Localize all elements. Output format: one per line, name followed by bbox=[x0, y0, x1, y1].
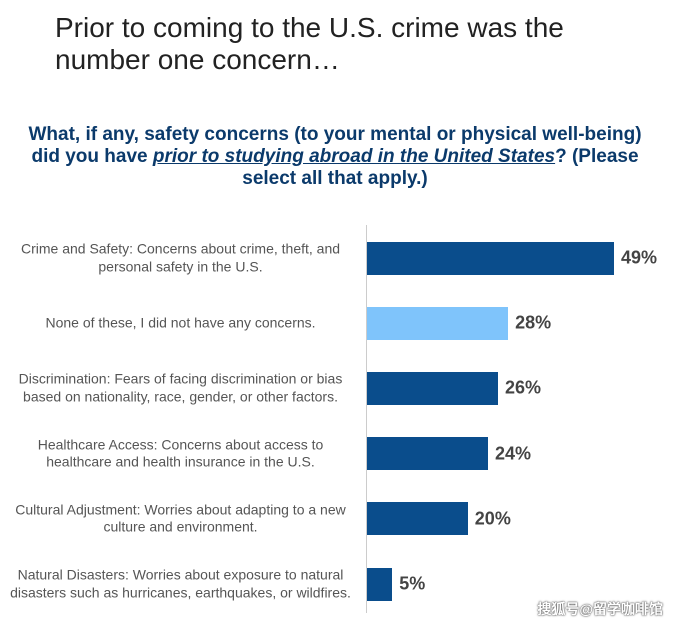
category-label: Discrimination: Fears of facing discrimi… bbox=[18, 370, 343, 405]
value-label: 26% bbox=[505, 377, 542, 398]
value-label: 5% bbox=[399, 573, 426, 594]
chart-title: Prior to coming to the U.S. crime was th… bbox=[55, 12, 564, 75]
value-label: 20% bbox=[474, 508, 511, 529]
category-label: Healthcare Access: Concerns about access… bbox=[37, 436, 324, 470]
category-label: Crime and Safety: Concerns about crime, … bbox=[20, 240, 341, 275]
subtitle-text: ? (Please select all that apply.) bbox=[242, 146, 639, 189]
bar bbox=[367, 437, 488, 471]
value-label: 28% bbox=[515, 312, 552, 333]
subtitle-emphasis: prior to studying abroad in the United S… bbox=[152, 146, 556, 167]
value-label: 24% bbox=[494, 443, 531, 464]
bar bbox=[367, 502, 468, 536]
bar bbox=[367, 371, 499, 405]
chart-subtitle: What, if any, safety concerns (to your m… bbox=[25, 124, 645, 190]
watermark: 搜狐号@留学咖啡馆 bbox=[537, 601, 663, 617]
value-label: 49% bbox=[620, 247, 657, 268]
category-label: None of these, I did not have any concer… bbox=[45, 314, 316, 331]
bar bbox=[367, 567, 393, 601]
axis-line bbox=[366, 225, 367, 613]
bar bbox=[367, 241, 614, 275]
subtitle-text: What, if any, safety concerns (to your m… bbox=[28, 124, 642, 167]
category-label: Natural Disasters: Worries about exposur… bbox=[10, 566, 351, 601]
bar bbox=[367, 306, 509, 340]
category-label: Cultural Adjustment: Worries about adapt… bbox=[15, 501, 346, 535]
